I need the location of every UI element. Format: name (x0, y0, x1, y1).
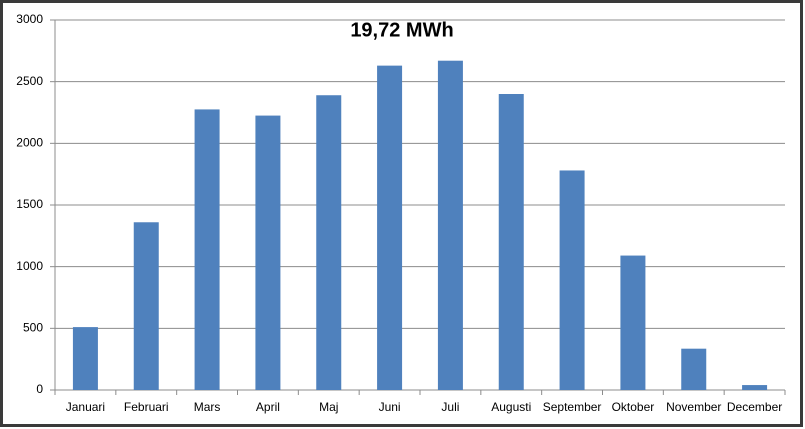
bar (559, 170, 585, 390)
x-tick-label: April (256, 400, 280, 414)
bar (316, 95, 342, 390)
y-tick-label: 2500 (16, 74, 43, 88)
x-tick-label: Augusti (491, 400, 531, 414)
bar (742, 385, 768, 390)
x-tick-label: Mars (194, 400, 221, 414)
bar (255, 115, 281, 390)
y-tick-label: 2000 (16, 136, 43, 150)
y-tick-label: 1500 (16, 197, 43, 211)
x-tick-label: November (666, 400, 721, 414)
bar (194, 109, 220, 391)
x-tick-label: Maj (319, 400, 338, 414)
bar (72, 327, 98, 390)
bar (377, 65, 403, 390)
bar (620, 255, 646, 390)
x-tick-label: Oktober (612, 400, 655, 414)
x-tick-label: December (727, 400, 782, 414)
x-tick-label: Juni (379, 400, 401, 414)
y-tick-label: 1000 (16, 259, 43, 273)
y-tick-label: 500 (23, 321, 43, 335)
bar (498, 94, 524, 390)
chart-title: 19,72 MWh (350, 19, 453, 41)
bar (437, 60, 463, 390)
bar (133, 222, 159, 390)
x-tick-label: Februari (124, 400, 169, 414)
y-tick-label: 0 (36, 382, 43, 396)
y-tick-label: 3000 (16, 12, 43, 26)
bar (681, 348, 707, 390)
x-tick-label: Januari (66, 400, 105, 414)
x-tick-label: Juli (441, 400, 459, 414)
x-tick-label: September (543, 400, 602, 414)
